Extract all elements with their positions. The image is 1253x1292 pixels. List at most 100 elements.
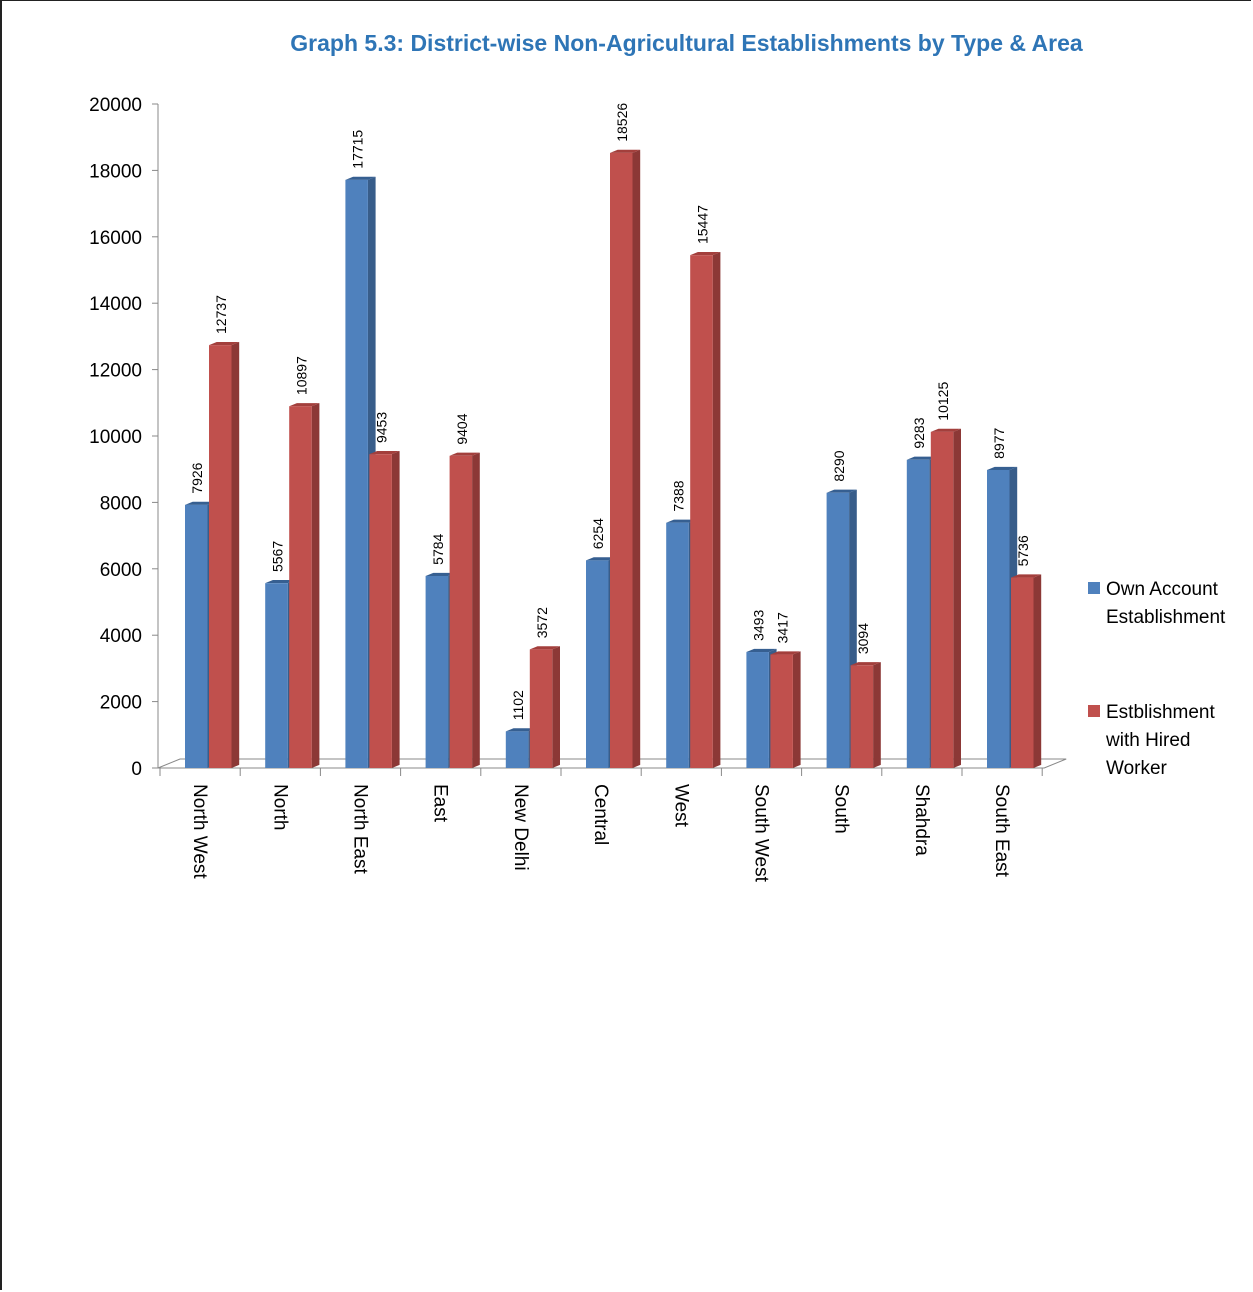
bar <box>1011 574 1042 768</box>
category-labels: North West North North East East New Delhi Ce… <box>189 784 1012 883</box>
category-label: North <box>269 784 290 830</box>
bar-top <box>289 403 320 407</box>
bar-front <box>1011 577 1034 768</box>
bar-top <box>449 452 480 456</box>
data-label: 6254 <box>590 518 606 549</box>
bar-front <box>529 649 553 768</box>
bar-top <box>586 557 617 561</box>
data-label: 10125 <box>935 382 951 421</box>
bar <box>610 149 641 769</box>
y-tick-label: 14000 <box>89 294 142 315</box>
bar-side <box>792 651 801 768</box>
data-label: 18526 <box>614 103 630 142</box>
bar-front <box>930 431 954 768</box>
bar-front <box>770 654 793 768</box>
bar-top <box>610 149 641 153</box>
data-label: 9283 <box>911 417 927 448</box>
bar-side <box>712 252 721 769</box>
legend-swatch <box>1088 705 1100 717</box>
bar <box>289 403 320 768</box>
bar-front <box>209 345 232 768</box>
bar-front <box>826 492 850 768</box>
bar-front <box>690 255 713 768</box>
bar-side <box>1033 574 1042 768</box>
bar <box>690 252 721 769</box>
data-label: 5567 <box>269 541 285 572</box>
y-tick-label: 18000 <box>89 161 142 182</box>
chart-axes: 0 2000 4000 6000 8000 10000 12000 14000 16000 180… <box>89 95 1067 780</box>
bar-front <box>906 459 930 768</box>
bar <box>529 646 560 768</box>
data-label: 10897 <box>293 356 309 395</box>
category-label: New Delhi <box>510 784 531 871</box>
data-labels: 7926 12737 5567 10897 17715 9453 5784 9404 1102 3… <box>189 103 1031 721</box>
bar <box>449 452 480 768</box>
bar <box>850 662 881 768</box>
legend-label: Establishment <box>1106 607 1226 628</box>
bar-top <box>265 580 296 584</box>
bar-top <box>850 662 881 666</box>
bar-top <box>746 648 777 653</box>
bar-front <box>666 522 689 768</box>
legend-label: Worker <box>1106 758 1168 779</box>
y-tick-label: 2000 <box>100 693 142 714</box>
y-tick-label: 8000 <box>100 493 142 514</box>
bar-front <box>369 454 392 768</box>
legend-label: Estblishment <box>1106 702 1215 723</box>
bar-top <box>666 519 697 523</box>
bar-front <box>987 469 1010 768</box>
bar-side <box>231 341 240 768</box>
bar-front <box>850 665 874 768</box>
bar-top <box>690 252 721 256</box>
data-label: 5784 <box>430 533 446 564</box>
bar-top <box>369 451 400 455</box>
category-label: Shahdra <box>911 784 932 856</box>
data-label: 9404 <box>454 413 470 444</box>
bar-top <box>425 572 456 576</box>
bar-top <box>1011 574 1042 578</box>
y-tick-label: 4000 <box>100 626 142 647</box>
bar-top <box>906 456 937 460</box>
bar-top <box>930 428 961 432</box>
data-label: 5736 <box>1015 535 1031 566</box>
bar-top <box>529 646 560 650</box>
bar-side <box>953 428 961 768</box>
bar <box>369 451 400 768</box>
bar <box>209 341 240 768</box>
data-label: 3493 <box>751 610 767 641</box>
category-label: North West <box>189 784 210 879</box>
data-label: 15447 <box>694 205 710 244</box>
chart-bars <box>185 149 1042 769</box>
category-label: South East <box>991 784 1012 878</box>
y-tick-label: 16000 <box>89 228 142 249</box>
bar-side <box>311 403 320 768</box>
chart-legend: Own Account Establishment Estblishment with… <box>1088 579 1226 779</box>
bar-top <box>987 466 1018 470</box>
category-label: Central <box>590 784 611 845</box>
y-tick-label: 0 <box>131 759 142 780</box>
category-label: North East <box>350 784 371 874</box>
bar-side <box>391 451 400 768</box>
bar-side <box>632 149 641 768</box>
bar-top <box>185 501 216 505</box>
data-label: 8977 <box>991 427 1007 458</box>
bar-top <box>345 176 376 180</box>
bar-front <box>345 179 368 768</box>
legend-swatch <box>1088 582 1100 594</box>
bar-side <box>472 452 480 768</box>
bar-side <box>873 662 881 768</box>
bar-front <box>746 652 769 768</box>
data-label: 3417 <box>775 612 791 643</box>
category-label: East <box>430 784 451 823</box>
chart-title: Graph 5.3: District-wise Non-Agricultura… <box>290 30 1083 56</box>
data-label: 3094 <box>855 623 871 654</box>
bar-front <box>505 731 529 768</box>
category-label: South West <box>751 784 772 883</box>
data-label: 7388 <box>670 480 686 511</box>
data-label: 9453 <box>374 412 390 443</box>
legend-label: Own Account <box>1106 579 1219 600</box>
bar-front <box>610 152 633 769</box>
bar-top <box>826 489 857 493</box>
